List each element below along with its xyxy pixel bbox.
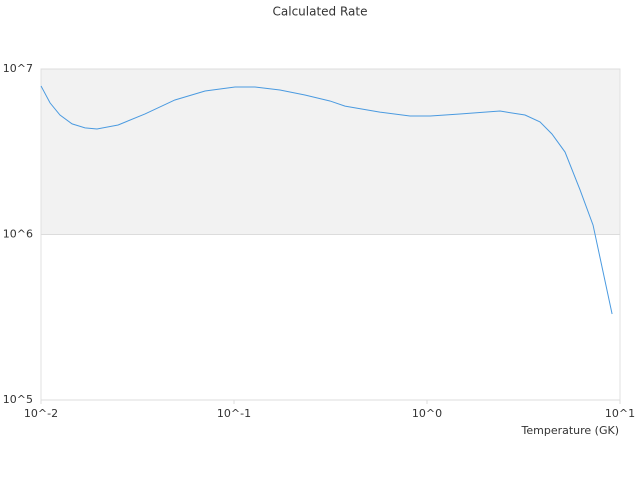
y-tick-label: 10^6 — [3, 228, 33, 241]
chart-title: Calculated Rate — [273, 5, 368, 19]
data-line — [40, 85, 613, 315]
x-tick-label: 10^1 — [605, 407, 635, 420]
x-axis-label: Temperature (GK) — [521, 424, 620, 437]
plot-band — [41, 69, 620, 235]
y-tick-label: 10^5 — [3, 393, 33, 406]
x-tick-label: 10^0 — [412, 407, 442, 420]
x-tick-label: 10^-2 — [24, 407, 58, 420]
x-tick-label: 10^-1 — [217, 407, 251, 420]
y-tick-label: 10^7 — [3, 62, 33, 75]
